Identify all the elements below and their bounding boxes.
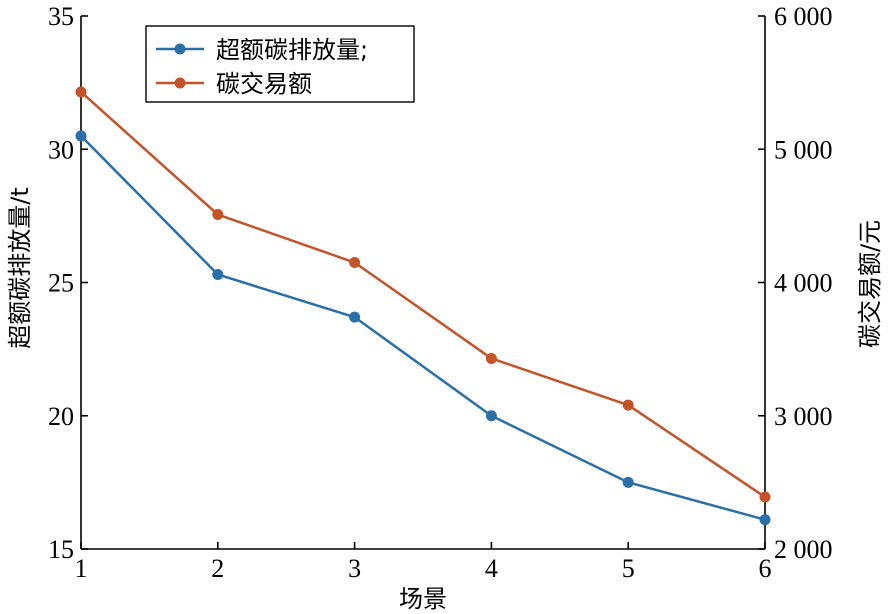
series-0-point [622,476,634,488]
y2-tick-label: 4 000 [774,269,833,298]
y2-tick-label: 6 000 [774,2,833,31]
legend-box [145,25,415,103]
series-1-point [759,491,771,503]
series-1-point [212,209,224,221]
x-tick-label: 5 [622,554,635,583]
x-tick-label: 3 [348,554,361,583]
y-tick-label: 15 [48,535,74,564]
y2-axis-title: 碳交易额/元 [856,220,884,348]
series-layer [75,86,771,526]
y-tick-label: 35 [48,2,74,31]
series-line-1 [80,91,766,499]
legend-marker-trade [174,77,186,89]
series-0-point [759,514,771,526]
legend-marker-emissions [174,43,186,55]
series-1-point [622,399,634,411]
y-tick-label: 20 [48,402,74,431]
series-1-point [349,257,361,269]
series-1-point [485,352,497,364]
series-line-0 [80,135,766,521]
x-tick-label: 1 [75,554,88,583]
series-1-point [75,86,87,98]
y-axis-title: 超额碳排放量/t [6,187,34,349]
series-0-point [485,410,497,422]
y-tick-label: 30 [48,135,74,164]
series-0-point [75,130,87,142]
legend-label-trade: 碳交易额 [216,70,312,98]
series-0-point [349,311,361,323]
x-tick-label: 6 [759,554,772,583]
legend: 超额碳排放量; 碳交易额 [145,25,415,103]
y2-tick-label: 3 000 [774,402,833,431]
x-tick-label: 4 [485,554,498,583]
legend-label-emissions: 超额碳排放量; [216,36,368,64]
y-tick-label: 25 [48,269,74,298]
series-0-point [212,269,224,281]
y2-tick-label: 2 000 [774,535,833,564]
ticks: 1 2 3 4 5 6 15 20 25 30 35 2 000 3 000 4 000 5 000 6 00… [48,2,833,583]
x-tick-label: 2 [211,554,224,583]
y2-tick-label: 5 000 [774,135,833,164]
x-axis-title: 场景 [399,585,447,613]
